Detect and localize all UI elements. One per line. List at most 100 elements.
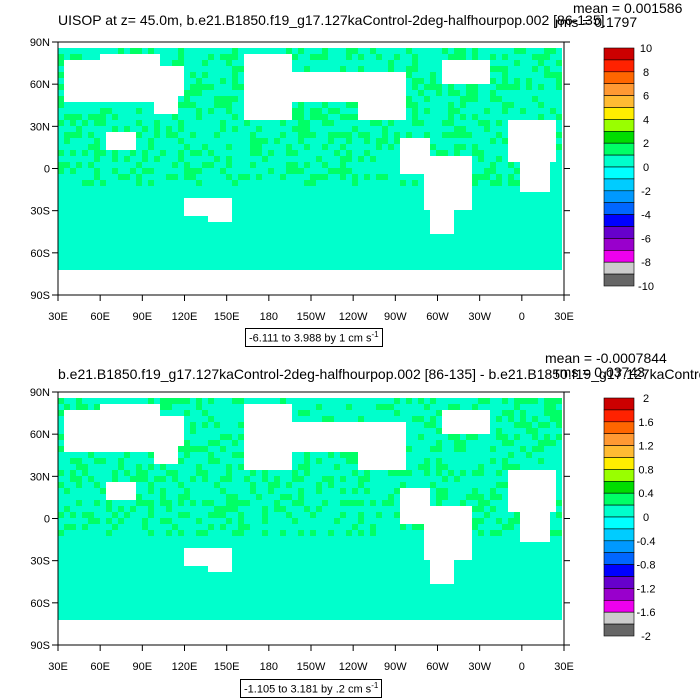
field-cell bbox=[172, 120, 178, 126]
field-cell bbox=[430, 96, 436, 102]
field-cell bbox=[346, 162, 352, 168]
field-cell bbox=[388, 168, 394, 174]
field-cell bbox=[112, 126, 118, 132]
field-cell bbox=[496, 102, 502, 108]
field-cell bbox=[166, 120, 172, 126]
field-cell bbox=[178, 596, 184, 602]
field-cell bbox=[208, 518, 214, 524]
field-cell bbox=[142, 240, 148, 246]
field-cell bbox=[112, 542, 118, 548]
field-cell bbox=[376, 410, 382, 416]
field-cell bbox=[250, 246, 256, 252]
field-cell bbox=[340, 572, 346, 578]
field-cell bbox=[232, 228, 238, 234]
field-cell bbox=[208, 114, 214, 120]
field-cell bbox=[190, 60, 196, 66]
field-cell bbox=[304, 596, 310, 602]
field-cell bbox=[142, 234, 148, 240]
field-cell bbox=[526, 554, 532, 560]
field-cell bbox=[352, 192, 358, 198]
field-cell bbox=[82, 234, 88, 240]
field-cell bbox=[196, 524, 202, 530]
field-cell bbox=[400, 560, 406, 566]
field-cell bbox=[508, 404, 514, 410]
field-cell bbox=[256, 216, 262, 222]
field-cell bbox=[514, 66, 520, 72]
field-cell bbox=[82, 204, 88, 210]
field-cell bbox=[76, 162, 82, 168]
field-cell bbox=[88, 240, 94, 246]
field-cell bbox=[58, 198, 64, 204]
field-cell bbox=[454, 150, 460, 156]
field-cell bbox=[106, 476, 112, 482]
field-cell bbox=[232, 162, 238, 168]
field-cell bbox=[484, 524, 490, 530]
field-cell bbox=[268, 548, 274, 554]
field-cell bbox=[544, 102, 550, 108]
field-cell bbox=[466, 404, 472, 410]
field-cell bbox=[322, 228, 328, 234]
field-cell bbox=[526, 572, 532, 578]
field-cell bbox=[382, 204, 388, 210]
field-cell bbox=[172, 470, 178, 476]
field-cell bbox=[316, 264, 322, 270]
colorbar-label: -2 bbox=[641, 186, 651, 198]
field-cell bbox=[94, 488, 100, 494]
field-cell bbox=[88, 530, 94, 536]
field-cell bbox=[88, 48, 94, 54]
field-cell bbox=[298, 548, 304, 554]
field-cell bbox=[424, 222, 430, 228]
field-cell bbox=[130, 168, 136, 174]
field-cell bbox=[208, 138, 214, 144]
field-cell bbox=[196, 72, 202, 78]
field-cell bbox=[448, 446, 454, 452]
field-cell bbox=[268, 162, 274, 168]
field-cell bbox=[322, 512, 328, 518]
field-cell bbox=[274, 48, 280, 54]
field-cell bbox=[550, 240, 556, 246]
field-cell bbox=[310, 452, 316, 458]
field-cell bbox=[496, 494, 502, 500]
field-cell bbox=[100, 560, 106, 566]
field-cell bbox=[430, 138, 436, 144]
field-cell bbox=[88, 494, 94, 500]
field-cell bbox=[394, 398, 400, 404]
field-cell bbox=[406, 234, 412, 240]
field-cell bbox=[514, 578, 520, 584]
field-cell bbox=[112, 476, 118, 482]
field-cell bbox=[172, 596, 178, 602]
field-cell bbox=[334, 132, 340, 138]
field-cell bbox=[262, 192, 268, 198]
field-cell bbox=[100, 264, 106, 270]
field-cell bbox=[454, 404, 460, 410]
field-cell bbox=[514, 84, 520, 90]
field-cell bbox=[76, 404, 82, 410]
field-cell bbox=[400, 578, 406, 584]
field-cell bbox=[496, 452, 502, 458]
field-cell bbox=[400, 482, 406, 488]
field-cell bbox=[454, 210, 460, 216]
field-cell bbox=[484, 596, 490, 602]
field-cell bbox=[544, 566, 550, 572]
field-cell bbox=[442, 240, 448, 246]
field-cell bbox=[160, 204, 166, 210]
field-cell bbox=[532, 204, 538, 210]
field-cell bbox=[334, 168, 340, 174]
field-cell bbox=[250, 488, 256, 494]
field-cell bbox=[100, 198, 106, 204]
field-cell bbox=[250, 216, 256, 222]
field-cell bbox=[256, 584, 262, 590]
field-cell bbox=[418, 102, 424, 108]
field-cell bbox=[412, 440, 418, 446]
field-cell bbox=[358, 530, 364, 536]
field-cell bbox=[298, 578, 304, 584]
field-cell bbox=[310, 240, 316, 246]
field-cell bbox=[328, 150, 334, 156]
field-cell bbox=[478, 398, 484, 404]
field-cell bbox=[106, 536, 112, 542]
field-cell bbox=[316, 252, 322, 258]
field-cell bbox=[544, 410, 550, 416]
field-cell bbox=[148, 590, 154, 596]
field-cell bbox=[130, 198, 136, 204]
field-cell bbox=[298, 530, 304, 536]
